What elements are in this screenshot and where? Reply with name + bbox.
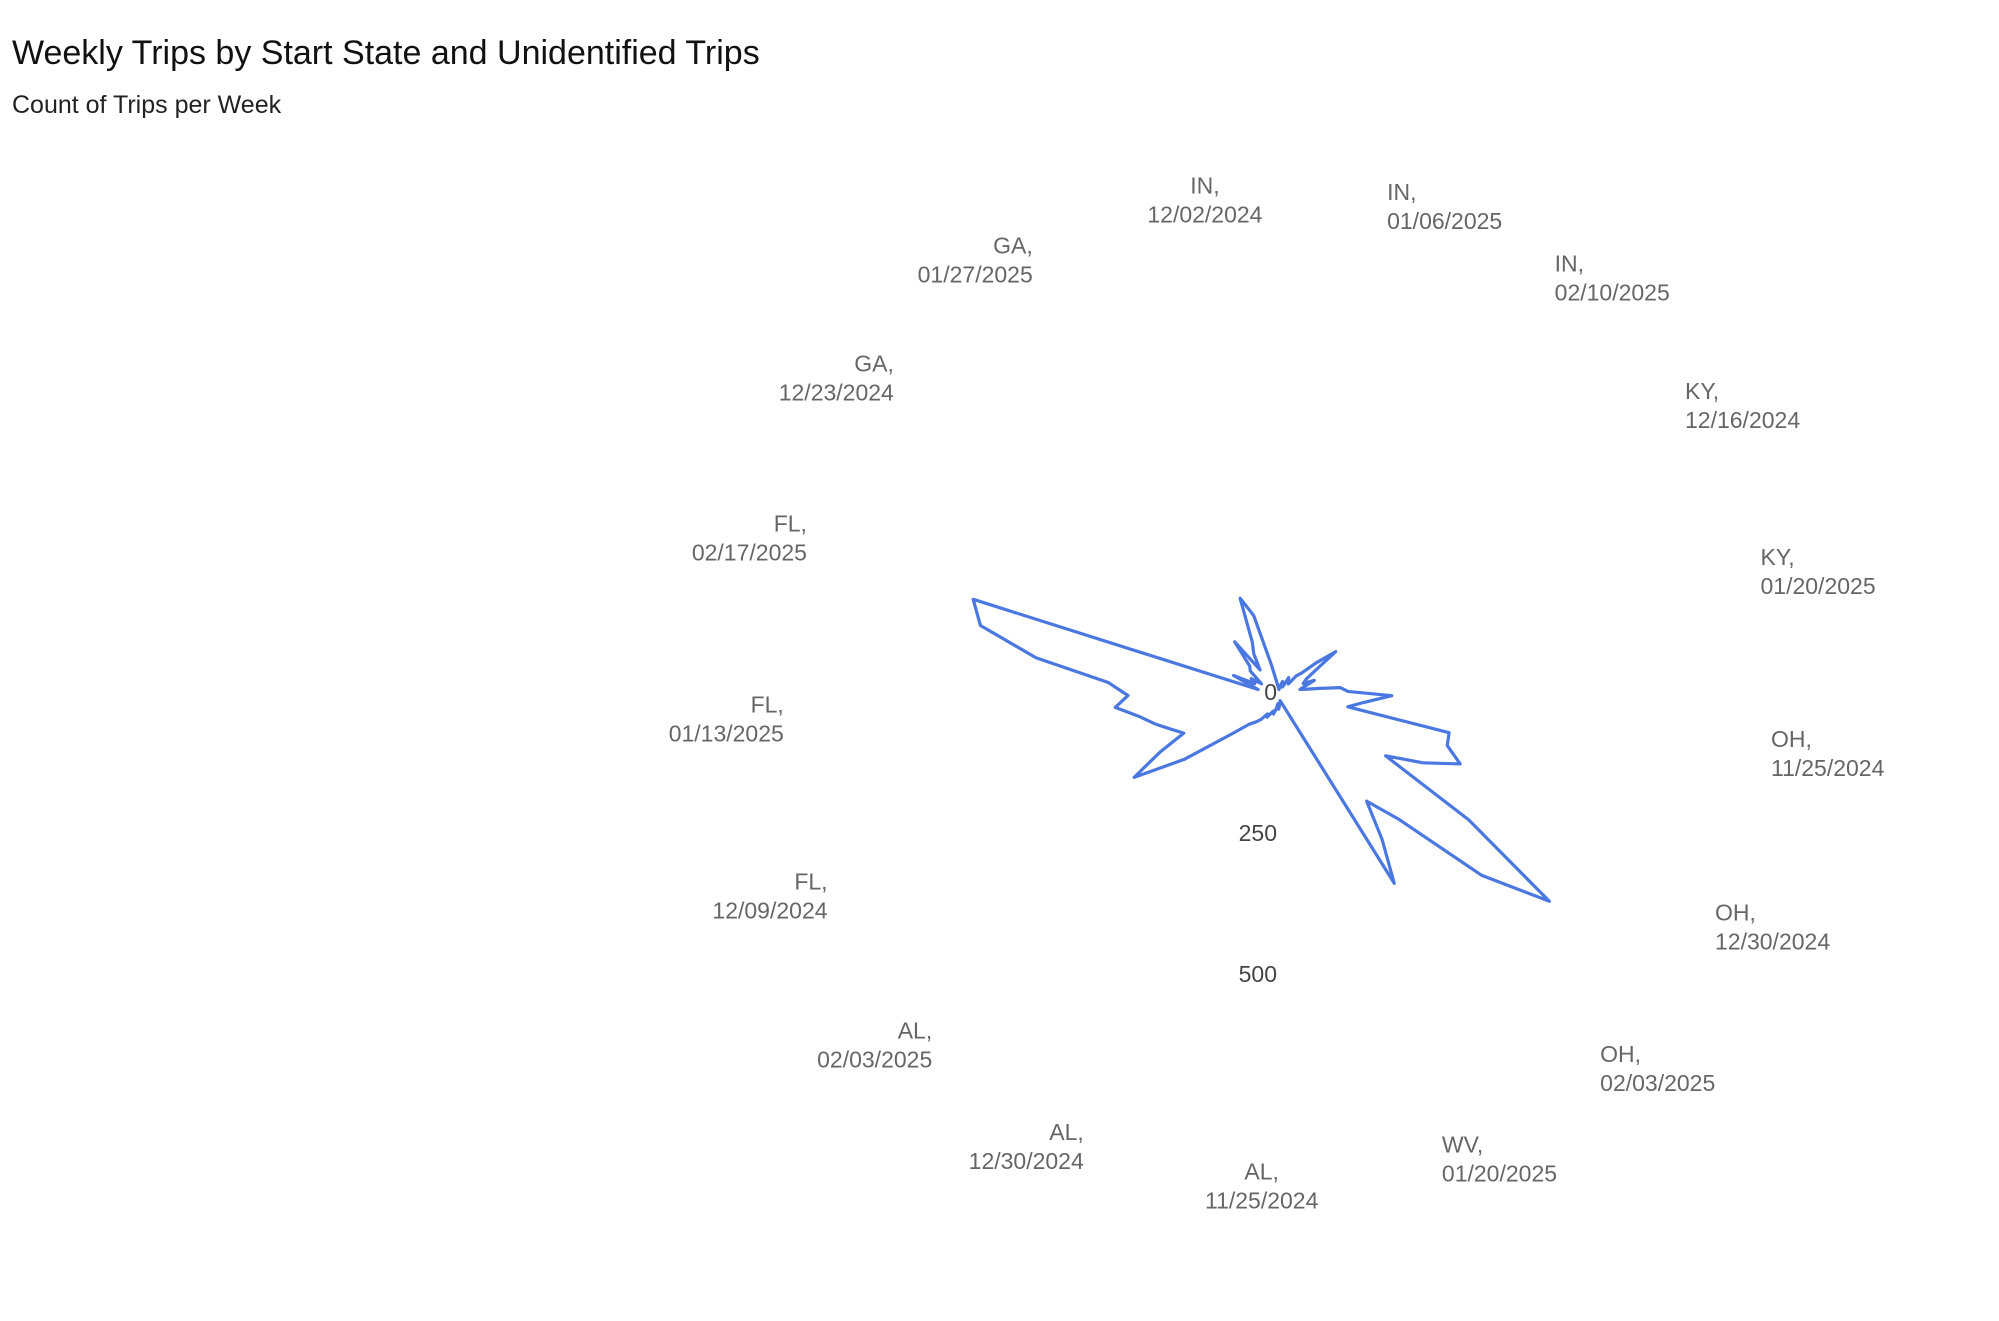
category-label: KY, 01/20/2025 (1761, 544, 1876, 599)
category-state: IN, (1555, 251, 1584, 277)
category-date: 01/06/2025 (1387, 208, 1502, 234)
category-state: WV, (1442, 1131, 1483, 1157)
category-label: FL, 12/09/2024 (712, 868, 827, 923)
category-date: 12/09/2024 (712, 897, 827, 923)
category-date: 12/16/2024 (1685, 407, 1800, 433)
category-label: IN, 01/06/2025 (1387, 179, 1502, 234)
category-state: KY, (1685, 378, 1719, 404)
category-state: KY, (1761, 544, 1795, 570)
category-label: KY, 12/16/2024 (1685, 378, 1800, 433)
category-label: WV, 01/20/2025 (1442, 1131, 1557, 1186)
radar-line (971, 596, 1551, 903)
category-date: 11/25/2024 (1205, 1188, 1319, 1214)
category-state: OH, (1715, 899, 1756, 925)
category-label: FL, 01/13/2025 (669, 692, 784, 747)
chart-subtitle: Count of Trips per Week (12, 91, 282, 119)
category-date: 01/13/2025 (669, 721, 784, 747)
category-date: 12/02/2024 (1147, 202, 1262, 228)
category-state: FL, (794, 868, 827, 894)
category-label: OH, 02/03/2025 (1600, 1041, 1715, 1096)
category-label: GA, 01/27/2025 (918, 232, 1033, 287)
category-label: AL, 12/30/2024 (969, 1119, 1084, 1174)
category-state: FL, (774, 511, 807, 537)
r-tick-label: 250 (1239, 820, 1277, 846)
category-state: GA, (993, 232, 1033, 258)
category-date: 11/25/2024 (1771, 755, 1885, 781)
chart-title: Weekly Trips by Start State and Unidenti… (12, 34, 760, 72)
category-label: IN, 12/02/2024 (1147, 173, 1262, 228)
category-state: IN, (1190, 173, 1219, 199)
category-label: FL, 02/17/2025 (692, 511, 807, 566)
category-date: 01/20/2025 (1442, 1160, 1557, 1186)
r-tick-label: 500 (1239, 961, 1277, 987)
category-state: OH, (1771, 726, 1812, 752)
category-date: 01/20/2025 (1761, 573, 1876, 599)
category-label: GA, 12/23/2024 (779, 350, 894, 405)
category-date: 02/17/2025 (692, 540, 807, 566)
category-label: OH, 11/25/2024 (1771, 726, 1885, 781)
category-date: 12/23/2024 (779, 379, 894, 405)
r-tick-label: 0 (1264, 679, 1277, 705)
category-state: AL, (898, 1018, 933, 1044)
category-state: AL, (1049, 1119, 1084, 1145)
category-date: 12/30/2024 (969, 1148, 1084, 1174)
category-date: 02/03/2025 (817, 1047, 932, 1073)
category-date: 02/03/2025 (1600, 1070, 1715, 1096)
category-label: AL, 11/25/2024 (1205, 1159, 1319, 1214)
category-label: IN, 02/10/2025 (1555, 251, 1670, 306)
category-state: GA, (854, 350, 894, 376)
category-state: IN, (1387, 179, 1416, 205)
category-state: FL, (751, 692, 784, 718)
category-date: 01/27/2025 (918, 261, 1033, 287)
category-state: OH, (1600, 1041, 1641, 1067)
category-state: AL, (1244, 1159, 1279, 1185)
category-date: 12/30/2024 (1715, 928, 1830, 954)
category-label: OH, 12/30/2024 (1715, 899, 1830, 954)
category-date: 02/10/2025 (1555, 280, 1670, 306)
category-label: AL, 02/03/2025 (817, 1018, 932, 1073)
